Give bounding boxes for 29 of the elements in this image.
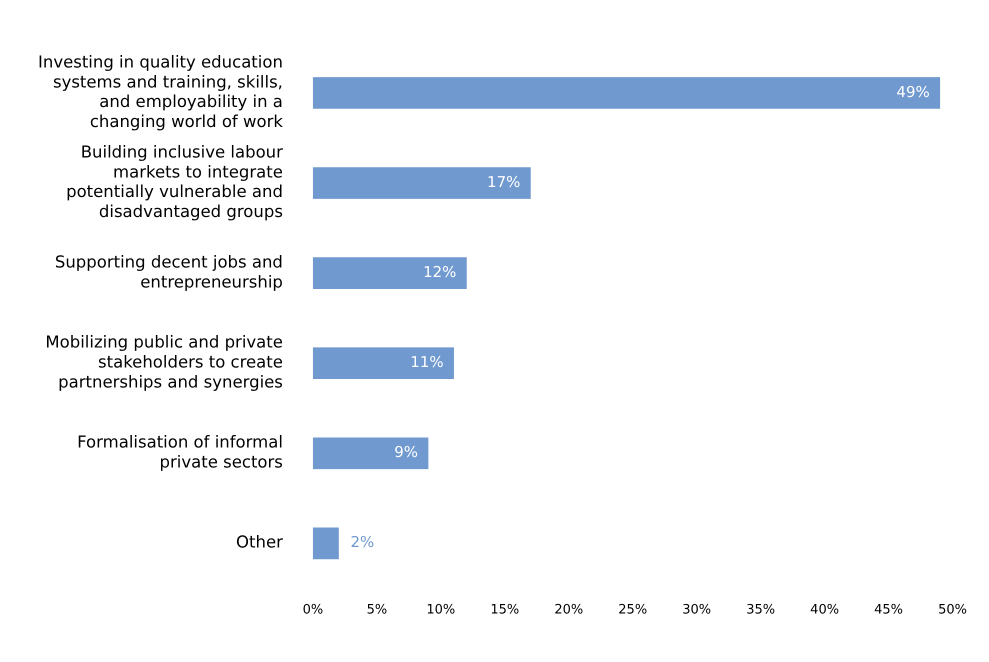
x-tick-label: 35% [746,602,776,618]
y-tick-label: Other [236,532,284,552]
data-label: 12% [423,263,456,281]
x-tick-label: 50% [938,602,968,618]
data-label: 9% [394,443,418,462]
y-tick-label: Mobilizing public and private stakeholders to create partnerships and synergies [45,332,283,392]
bar [312,257,467,289]
y-tick-label: Supporting decent jobs and entrepreneurship [54,252,283,292]
bar [312,77,940,109]
y-tick-label: Building inclusive labour markets to integrate potentially vulnerable and disadvantaged groups [66,142,284,222]
data-label: 49% [896,82,930,101]
x-tick-label: 0% [302,602,324,618]
x-tick-label: 10% [426,602,456,618]
data-label: 2% [350,533,374,552]
bar [312,167,531,199]
x-tick-label: 5% [366,602,388,618]
x-tick-label: 30% [682,602,712,618]
y-tick-label: Formalisation of informal private sectors [77,432,283,472]
x-tick-label: 40% [810,602,840,618]
data-label: 11% [410,353,444,372]
bar [312,528,339,560]
bar [312,347,454,380]
data-label: 17% [487,172,520,191]
y-tick-label: Investing in quality education systems and training, skills, and employability in a changing world of work [38,52,284,131]
x-tick-label: 45% [874,602,904,618]
x-tick-label: 15% [490,602,520,618]
x-tick-label: 25% [618,602,648,618]
x-tick-label: 20% [554,602,584,618]
bar [312,437,428,470]
